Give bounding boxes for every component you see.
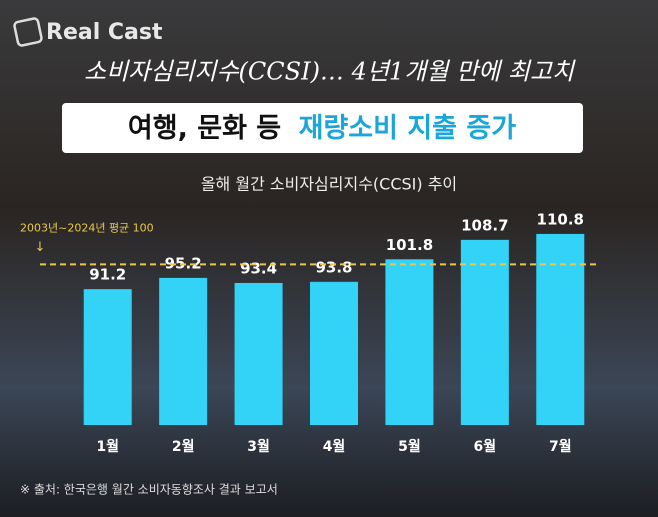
bar xyxy=(536,233,585,425)
bar xyxy=(310,281,358,425)
reference-arrow: ↓ xyxy=(35,240,46,255)
title-highlight: 재량소비 지출 증가 xyxy=(299,113,517,144)
x-tick-label: 5월 xyxy=(398,438,421,455)
value-label: 101.8 xyxy=(386,236,433,254)
value-label: 93.8 xyxy=(315,258,352,276)
x-tick-label: 2월 xyxy=(172,438,195,455)
brand: Real Cast xyxy=(46,20,163,45)
x-tick-label: 6월 xyxy=(474,438,497,455)
x-tick-label: 1월 xyxy=(96,438,119,455)
bar xyxy=(83,289,132,425)
x-tick-label: 4월 xyxy=(323,438,346,455)
value-label: 108.7 xyxy=(461,216,508,234)
x-tick-label: 7월 xyxy=(549,438,572,455)
bar xyxy=(460,239,509,425)
value-label: 91.2 xyxy=(89,266,126,284)
x-tick-label: 3월 xyxy=(247,438,270,455)
title-part: 여행, 문화 등 xyxy=(128,113,281,144)
subtitle: 올해 월간 소비자심리지수(CCSI) 추이 xyxy=(201,175,457,194)
title: 여행, 문화 등 재량소비 지출 증가 xyxy=(128,113,516,144)
value-label: 110.8 xyxy=(537,210,584,228)
headline: 소비자심리지수(CCSI)… 4년1개월 만에 최고치 xyxy=(84,58,576,86)
title-box xyxy=(62,103,583,153)
value-label: 93.4 xyxy=(240,259,277,277)
reference-label: 2003년~2024년 평균 100 xyxy=(20,221,154,234)
logo-icon xyxy=(13,17,43,47)
bar xyxy=(385,259,434,425)
source: ※ 출처: 한국은행 월간 소비자동향조사 결과 보고서 xyxy=(20,482,278,497)
bar xyxy=(234,282,283,425)
bar xyxy=(159,277,208,425)
